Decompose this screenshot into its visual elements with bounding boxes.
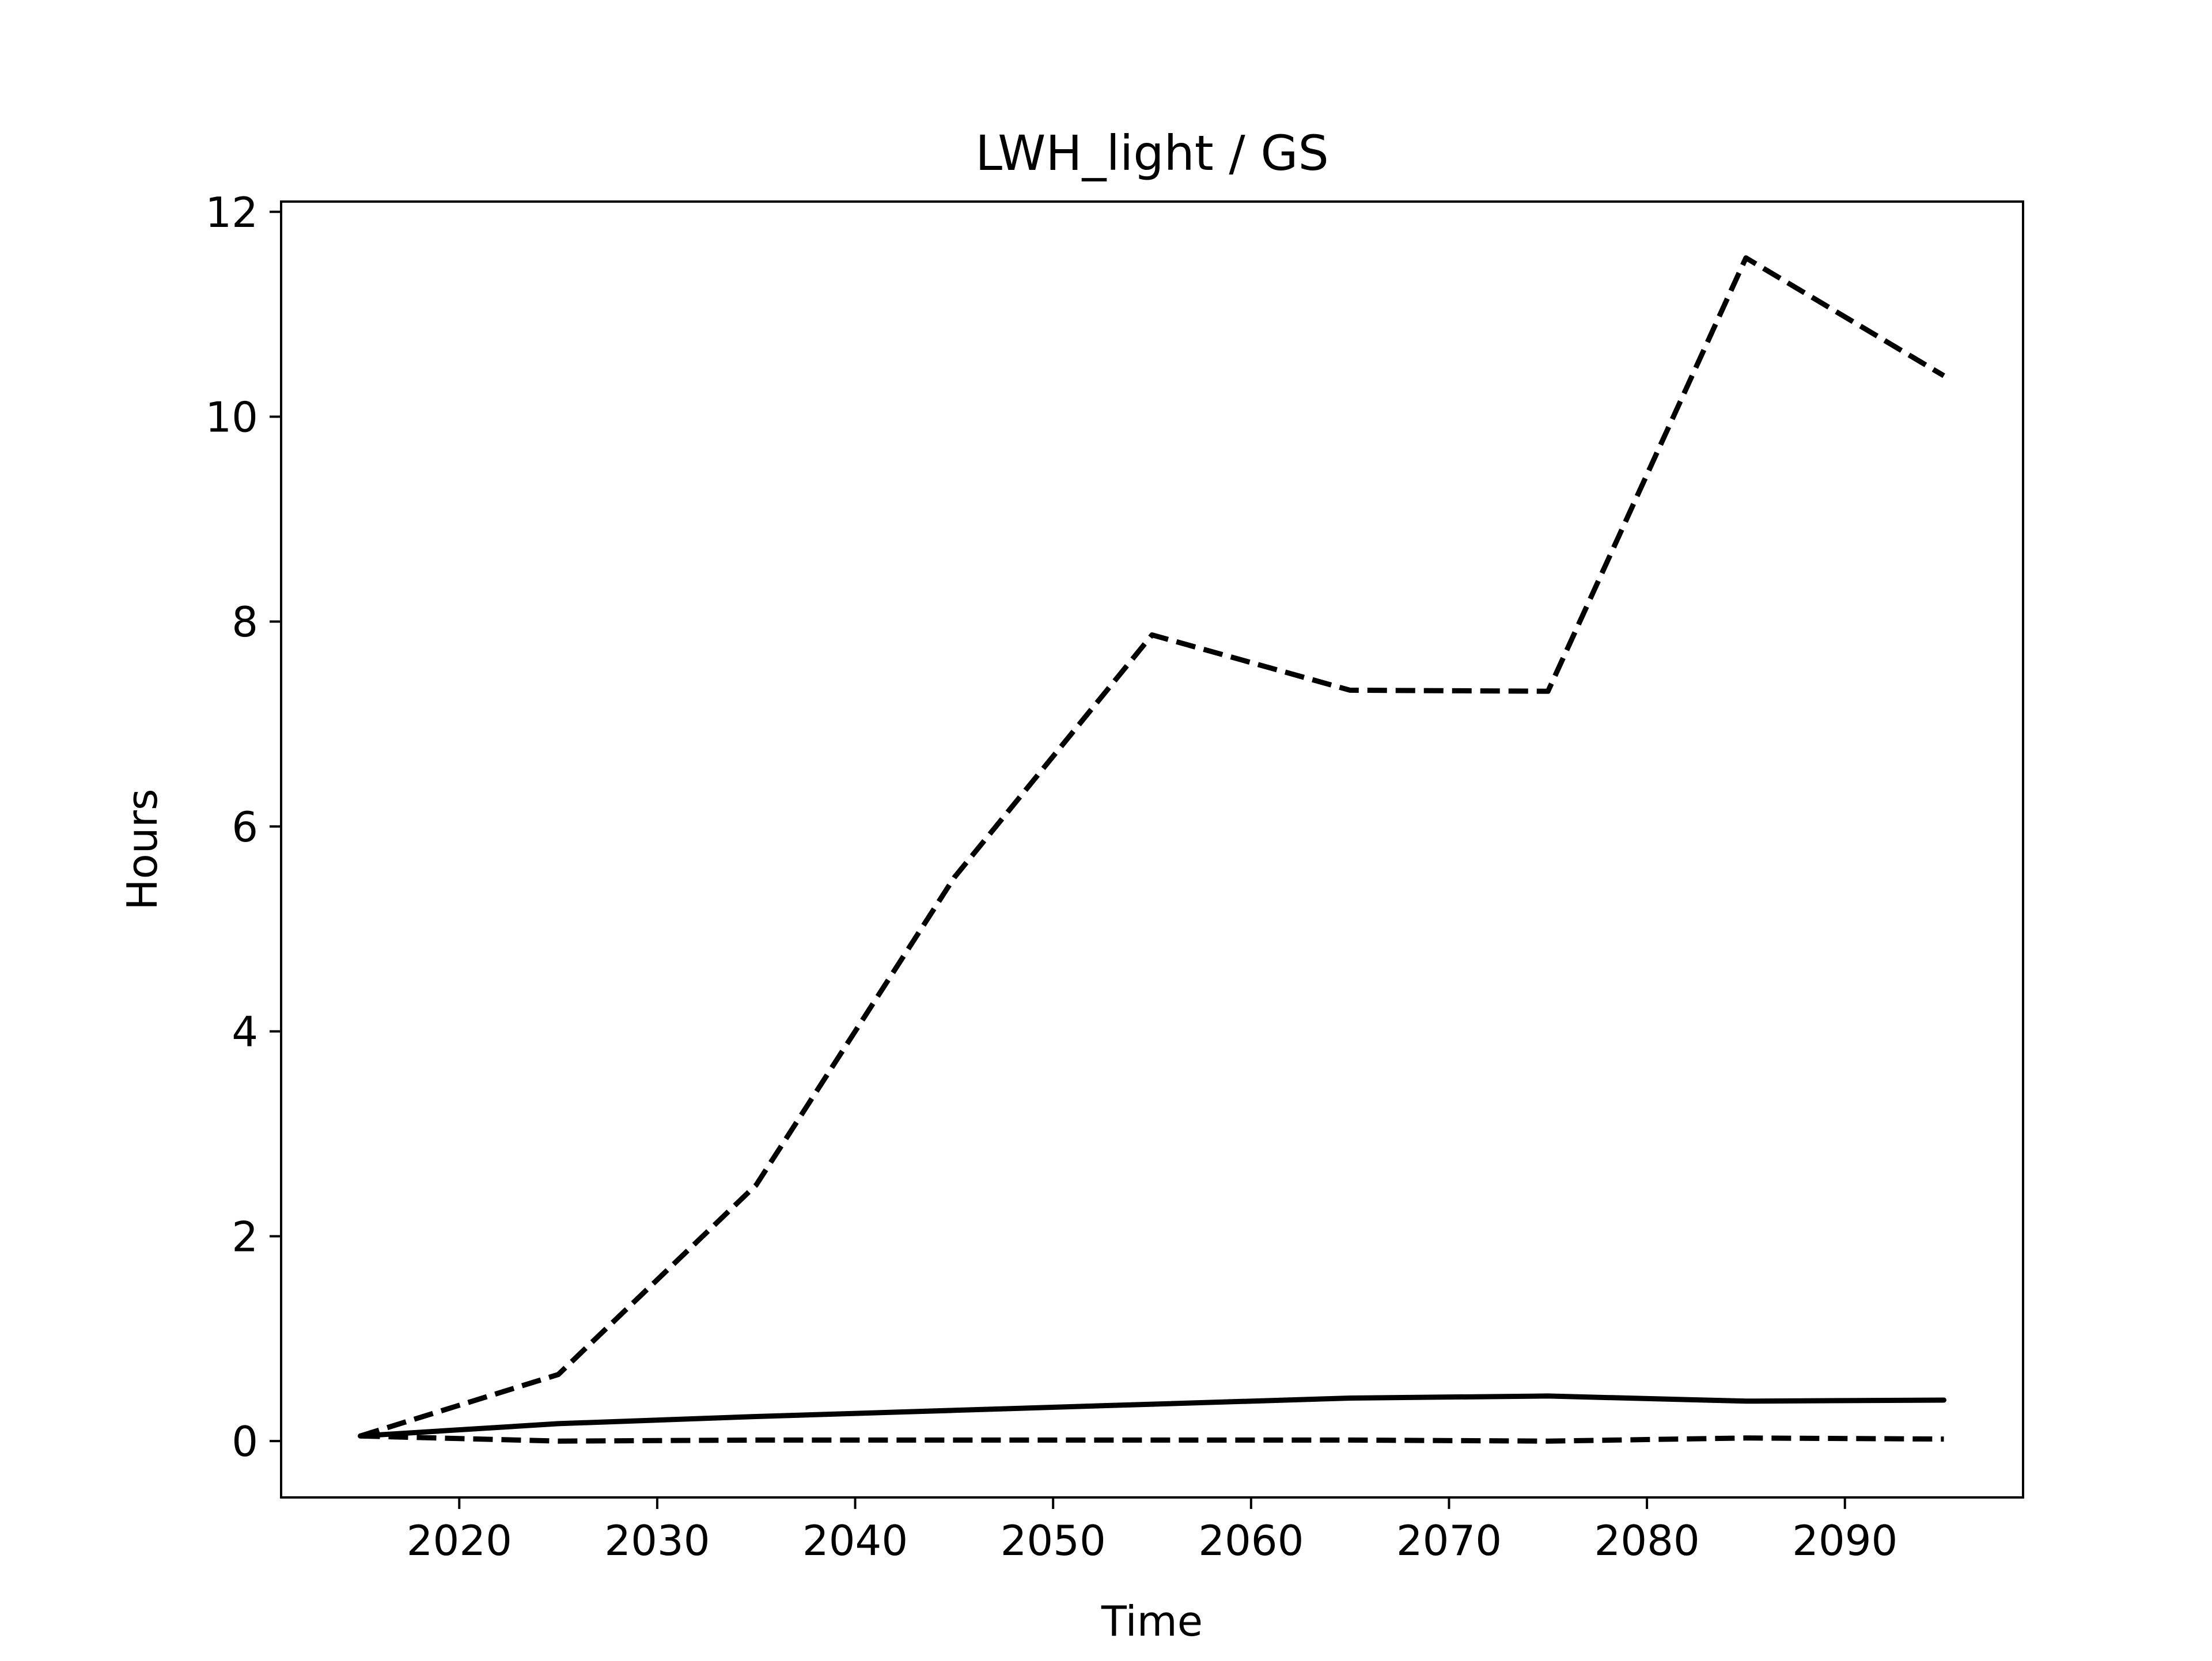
series-line-2-dashed [359, 255, 1945, 1439]
y-tick-label: 2 [232, 1212, 258, 1261]
x-tick-label: 2080 [1594, 1516, 1699, 1565]
plot-frame [280, 200, 2024, 1499]
x-tick-label: 2040 [802, 1516, 908, 1565]
y-axis-ticks: 0 2 4 6 8 10 12 [205, 188, 281, 1466]
x-tick-label: 2060 [1198, 1516, 1304, 1565]
x-tick-label: 2050 [1001, 1516, 1106, 1565]
series-line-1-solid [358, 1393, 1946, 1439]
y-tick-label: 12 [205, 188, 258, 237]
y-tick-label: 8 [232, 598, 258, 646]
chart-title: LWH_light / GS [975, 125, 1329, 181]
x-axis-ticks: 2020 2030 2040 2050 2060 2070 2080 2090 [407, 1497, 1897, 1565]
x-tick-label: 2030 [604, 1516, 710, 1565]
x-axis-label: Time [1101, 1597, 1203, 1645]
series-layer [358, 255, 1946, 1444]
y-tick-label: 0 [232, 1417, 258, 1466]
y-tick-label: 4 [232, 1008, 258, 1056]
y-axis-label: Hours [118, 789, 166, 911]
series-line-3-dashed [360, 1433, 1944, 1444]
x-tick-label: 2020 [407, 1516, 512, 1565]
y-tick-label: 6 [232, 803, 258, 851]
x-tick-label: 2070 [1396, 1516, 1502, 1565]
x-tick-label: 2090 [1792, 1516, 1897, 1565]
y-tick-label: 10 [205, 393, 258, 442]
